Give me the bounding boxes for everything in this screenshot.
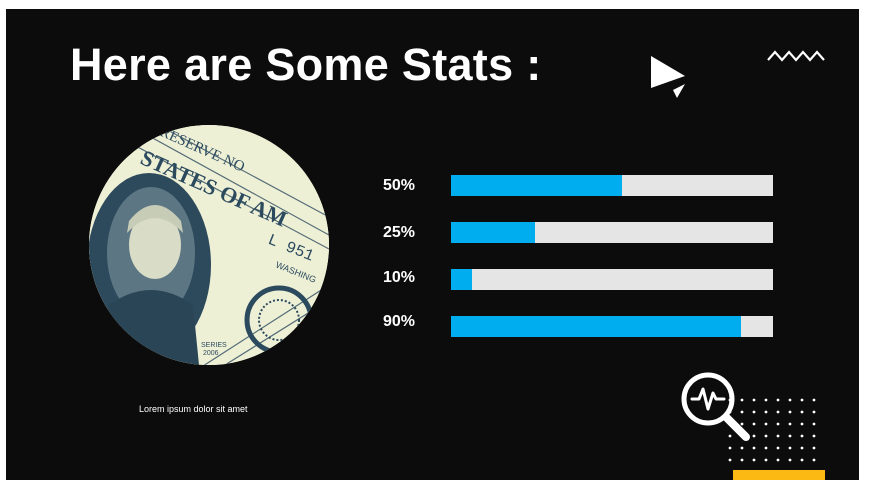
grid-dot: [776, 398, 780, 402]
grid-dot: [788, 422, 792, 426]
grid-dot: [788, 446, 792, 450]
progress-bar-fill: [451, 222, 535, 243]
zigzag-line-icon: [767, 50, 825, 62]
grid-dot: [728, 422, 732, 426]
grid-dot: [776, 422, 780, 426]
grid-dot: [788, 458, 792, 462]
svg-text:2006: 2006: [203, 350, 219, 357]
grid-dot: [740, 422, 744, 426]
grid-dot: [812, 446, 816, 450]
stat-label: 50%: [383, 177, 416, 194]
grid-dot: [800, 422, 804, 426]
grid-dot: [776, 458, 780, 462]
magnifier-pulse-icon: [681, 372, 750, 441]
progress-bar-fill: [451, 269, 472, 290]
grid-dot: [764, 434, 768, 438]
grid-dot: [788, 410, 792, 414]
dot-grid-icon: [728, 398, 816, 462]
dollar-bill-illustration: STATES OF AM RESERVE NO L 951 WASHING SE…: [89, 125, 329, 365]
grid-dot: [812, 410, 816, 414]
dollar-bill-photo: STATES OF AM RESERVE NO L 951 WASHING SE…: [89, 125, 329, 365]
grid-dot: [764, 422, 768, 426]
grid-dot: [728, 446, 732, 450]
grid-dot: [764, 398, 768, 402]
progress-bar-fill: [451, 316, 741, 337]
grid-dot: [752, 410, 756, 414]
grid-dot: [752, 422, 756, 426]
grid-dot: [752, 434, 756, 438]
progress-bar-fill: [451, 175, 622, 196]
grid-dot: [740, 446, 744, 450]
grid-dot: [788, 398, 792, 402]
grid-dot: [752, 398, 756, 402]
grid-dot: [800, 434, 804, 438]
progress-bar-track: [451, 269, 773, 290]
slide-title: Here are Some Stats :: [70, 39, 542, 90]
grid-dot: [776, 434, 780, 438]
progress-bar-track: [451, 316, 773, 337]
grid-dot: [740, 410, 744, 414]
stat-label: 10%: [383, 269, 416, 286]
grid-dot: [776, 446, 780, 450]
grid-dot: [740, 458, 744, 462]
grid-dot: [752, 458, 756, 462]
grid-dot: [764, 446, 768, 450]
grid-dot: [764, 458, 768, 462]
grid-dot: [800, 410, 804, 414]
grid-dot: [812, 434, 816, 438]
grid-dot: [812, 422, 816, 426]
grid-dot: [800, 446, 804, 450]
grid-dot: [740, 398, 744, 402]
grid-dot: [812, 398, 816, 402]
progress-bar-track: [451, 222, 773, 243]
play-triangle-icon: [651, 56, 685, 98]
stat-label: 25%: [383, 224, 416, 241]
grid-dot: [800, 458, 804, 462]
grid-dot: [740, 434, 744, 438]
progress-bar-track: [451, 175, 773, 196]
grid-dot: [788, 434, 792, 438]
stat-label: 90%: [383, 313, 416, 330]
svg-text:SERIES: SERIES: [201, 342, 227, 349]
grid-dot: [728, 458, 732, 462]
grid-dot: [752, 446, 756, 450]
grid-dot: [728, 434, 732, 438]
accent-bar: [733, 470, 825, 480]
grid-dot: [812, 458, 816, 462]
image-caption: Lorem ipsum dolor sit amet: [139, 404, 248, 414]
grid-dot: [776, 410, 780, 414]
grid-dot: [728, 410, 732, 414]
slide: Here are Some Stats :: [6, 9, 859, 480]
grid-dot: [764, 410, 768, 414]
grid-dot: [728, 398, 732, 402]
grid-dot: [800, 398, 804, 402]
